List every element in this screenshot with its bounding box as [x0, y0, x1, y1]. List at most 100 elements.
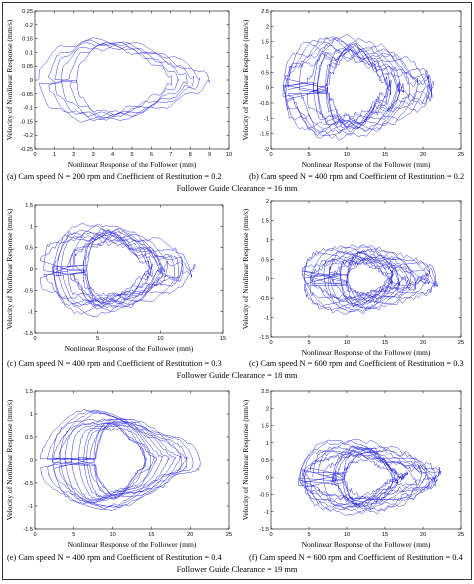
y-tick-label: 1.5	[261, 424, 269, 430]
y-tick-label: 0.2	[25, 23, 33, 29]
y-tick-label: -1	[264, 116, 269, 122]
y-tick-label: -1	[28, 504, 33, 510]
y-tick-label: -0.15	[20, 119, 33, 125]
caption-d: (c) Cam speed N = 600 rpm and Coefficien…	[249, 359, 464, 368]
x-tick-label: 0	[33, 152, 36, 158]
y-tick-label: 1	[266, 441, 269, 447]
x-axis-label: Nonlinear Response of the Follower (mm)	[68, 160, 197, 169]
x-tick-label: 25	[458, 340, 464, 346]
y-tick-label: 0.5	[261, 257, 269, 263]
y-tick-label: -1	[264, 316, 269, 322]
x-tick-label: 5	[307, 340, 310, 346]
y-tick-label: 0.5	[261, 70, 269, 76]
clearance-label-1: Follower Guide Clearance = 16 mm	[176, 184, 298, 193]
y-tick-label: 0	[266, 86, 269, 92]
y-axis-label: Velocity of Nonlinear Response (mm/s)	[5, 399, 14, 520]
x-tick-label: 10	[344, 152, 350, 158]
y-axis-label: Velocity of Nonlinear Response (mm/s)	[5, 19, 14, 140]
y-tick-label: 1	[266, 238, 269, 244]
plot-area	[270, 390, 462, 530]
caption-e: (e) Cam speed N = 400 rpm and Coefficien…	[7, 553, 222, 562]
clearance-label-3: Follower Guide Clearance = 19 mm	[176, 565, 298, 574]
y-tick-label: -1.5	[259, 527, 269, 533]
phase-trajectory-line	[298, 439, 442, 516]
y-tick-label: -0.5	[259, 296, 269, 302]
y-tick-label: 1.5	[25, 203, 33, 209]
y-tick-label: -1.5	[259, 132, 269, 138]
y-tick-label: -1	[264, 510, 269, 516]
y-tick-label: 2	[266, 24, 269, 30]
caption-c: (c) Cam speed N = 400 rpm and Coefficien…	[7, 359, 222, 368]
y-tick-label: 0	[30, 78, 33, 84]
y-tick-label: 1.5	[261, 218, 269, 224]
y-tick-label: -1.5	[259, 335, 269, 341]
y-tick-label: 1	[30, 224, 33, 230]
x-axis-label: Nonlinear Response of the Follower (mm)	[302, 160, 431, 169]
y-tick-label: -0.05	[20, 92, 33, 98]
y-tick-label: 2	[266, 199, 269, 205]
y-tick-label: 0.25	[22, 9, 33, 15]
x-tick-label: 5	[96, 336, 99, 342]
x-tick-label: 1	[53, 152, 56, 158]
x-tick-label: 25	[226, 532, 232, 538]
chart-c: 0 5 10 15 1.5 1 0.5 0 -0.5 -1 -1.5 Nonlinear Respon…	[5, 203, 226, 353]
y-tick-label: -1.5	[23, 331, 33, 337]
y-tick-label: 2	[266, 406, 269, 412]
y-tick-label: -0.5	[23, 288, 33, 294]
plot-area	[34, 390, 230, 530]
caption-f: (f) Cam speed N = 600 rpm and Coefficien…	[249, 553, 463, 562]
y-tick-label: -0.5	[259, 101, 269, 107]
x-tick-label: 5	[72, 532, 75, 538]
y-tick-label: -0.2	[23, 133, 33, 139]
y-tick-label: 0	[266, 277, 269, 283]
caption-a: (a) Cam speed N = 200 rpm and Coefficien…	[7, 172, 222, 181]
x-tick-label: 6	[150, 152, 153, 158]
x-tick-label: 8	[189, 152, 192, 158]
x-tick-label: 0	[269, 152, 272, 158]
x-tick-label: 0	[33, 336, 36, 342]
x-tick-label: 15	[148, 532, 154, 538]
x-tick-label: 9	[208, 152, 211, 158]
x-axis-label: Nonlinear Response of the Follower (mm)	[302, 348, 431, 357]
x-tick-label: 15	[382, 340, 388, 346]
y-tick-label: 1	[266, 55, 269, 61]
chart-e: 0 5 10 15 20 25 1.5 1 0.5 0 -0.5 -1 -1.5 Nonlinear Re…	[5, 389, 232, 549]
phase-trajectory-line	[282, 34, 435, 141]
y-tick-label: 0.1	[25, 50, 33, 56]
x-tick-label: 0	[269, 532, 272, 538]
chart-b: 0 5 10 15 20 25 2.5 2 1.5 1 0.5 0 -0.5 -1 -1.5 -2 Nonlin…	[241, 9, 464, 169]
y-tick-label: 0	[30, 267, 33, 273]
x-tick-label: 2	[72, 152, 75, 158]
y-tick-label: -0.5	[23, 481, 33, 487]
plot-area	[270, 10, 462, 150]
x-tick-label: 3	[92, 152, 95, 158]
x-tick-label: 7	[169, 152, 172, 158]
x-tick-label: 4	[111, 152, 114, 158]
y-tick-label: -0.25	[20, 147, 33, 153]
y-tick-label: 2.5	[261, 9, 269, 15]
x-tick-label: 10	[344, 532, 350, 538]
x-tick-label: 5	[307, 532, 310, 538]
y-axis-label: Velocity of Nonlinear Response (mm/s)	[5, 208, 14, 329]
y-tick-label: 0.5	[25, 246, 33, 252]
x-tick-label: 20	[420, 152, 426, 158]
y-tick-label: -0.1	[23, 106, 33, 112]
y-tick-label: -1	[28, 310, 33, 316]
y-axis-label: Velocity of Nonlinear Response (mm/s)	[241, 208, 250, 329]
x-tick-label: 10	[344, 340, 350, 346]
y-tick-label: 0	[30, 458, 33, 464]
x-tick-label: 10	[226, 152, 232, 158]
clearance-label-2: Follower Guide Clearance = 18 mm	[176, 371, 298, 380]
y-tick-label: 0.15	[22, 37, 33, 43]
y-tick-label: 2.5	[261, 389, 269, 395]
caption-b: (b) Cam speed N = 400 rpm and Coefficien…	[249, 172, 465, 181]
y-tick-label: 0	[266, 475, 269, 481]
y-tick-label: 0.5	[261, 458, 269, 464]
chart-a: 0 1 2 3 4 5 6 7 8 9 10 0.25 0.2 0.15 0.1 0.05 0 -0.05 -0.1…	[5, 9, 232, 169]
x-axis-label: Nonlinear Response of the Follower (mm)	[302, 540, 431, 549]
y-tick-label: 0.05	[22, 64, 33, 70]
y-tick-label: 0.5	[25, 435, 33, 441]
y-tick-label: -2	[264, 147, 269, 153]
x-tick-label: 5	[130, 152, 133, 158]
plot-area	[270, 200, 462, 338]
